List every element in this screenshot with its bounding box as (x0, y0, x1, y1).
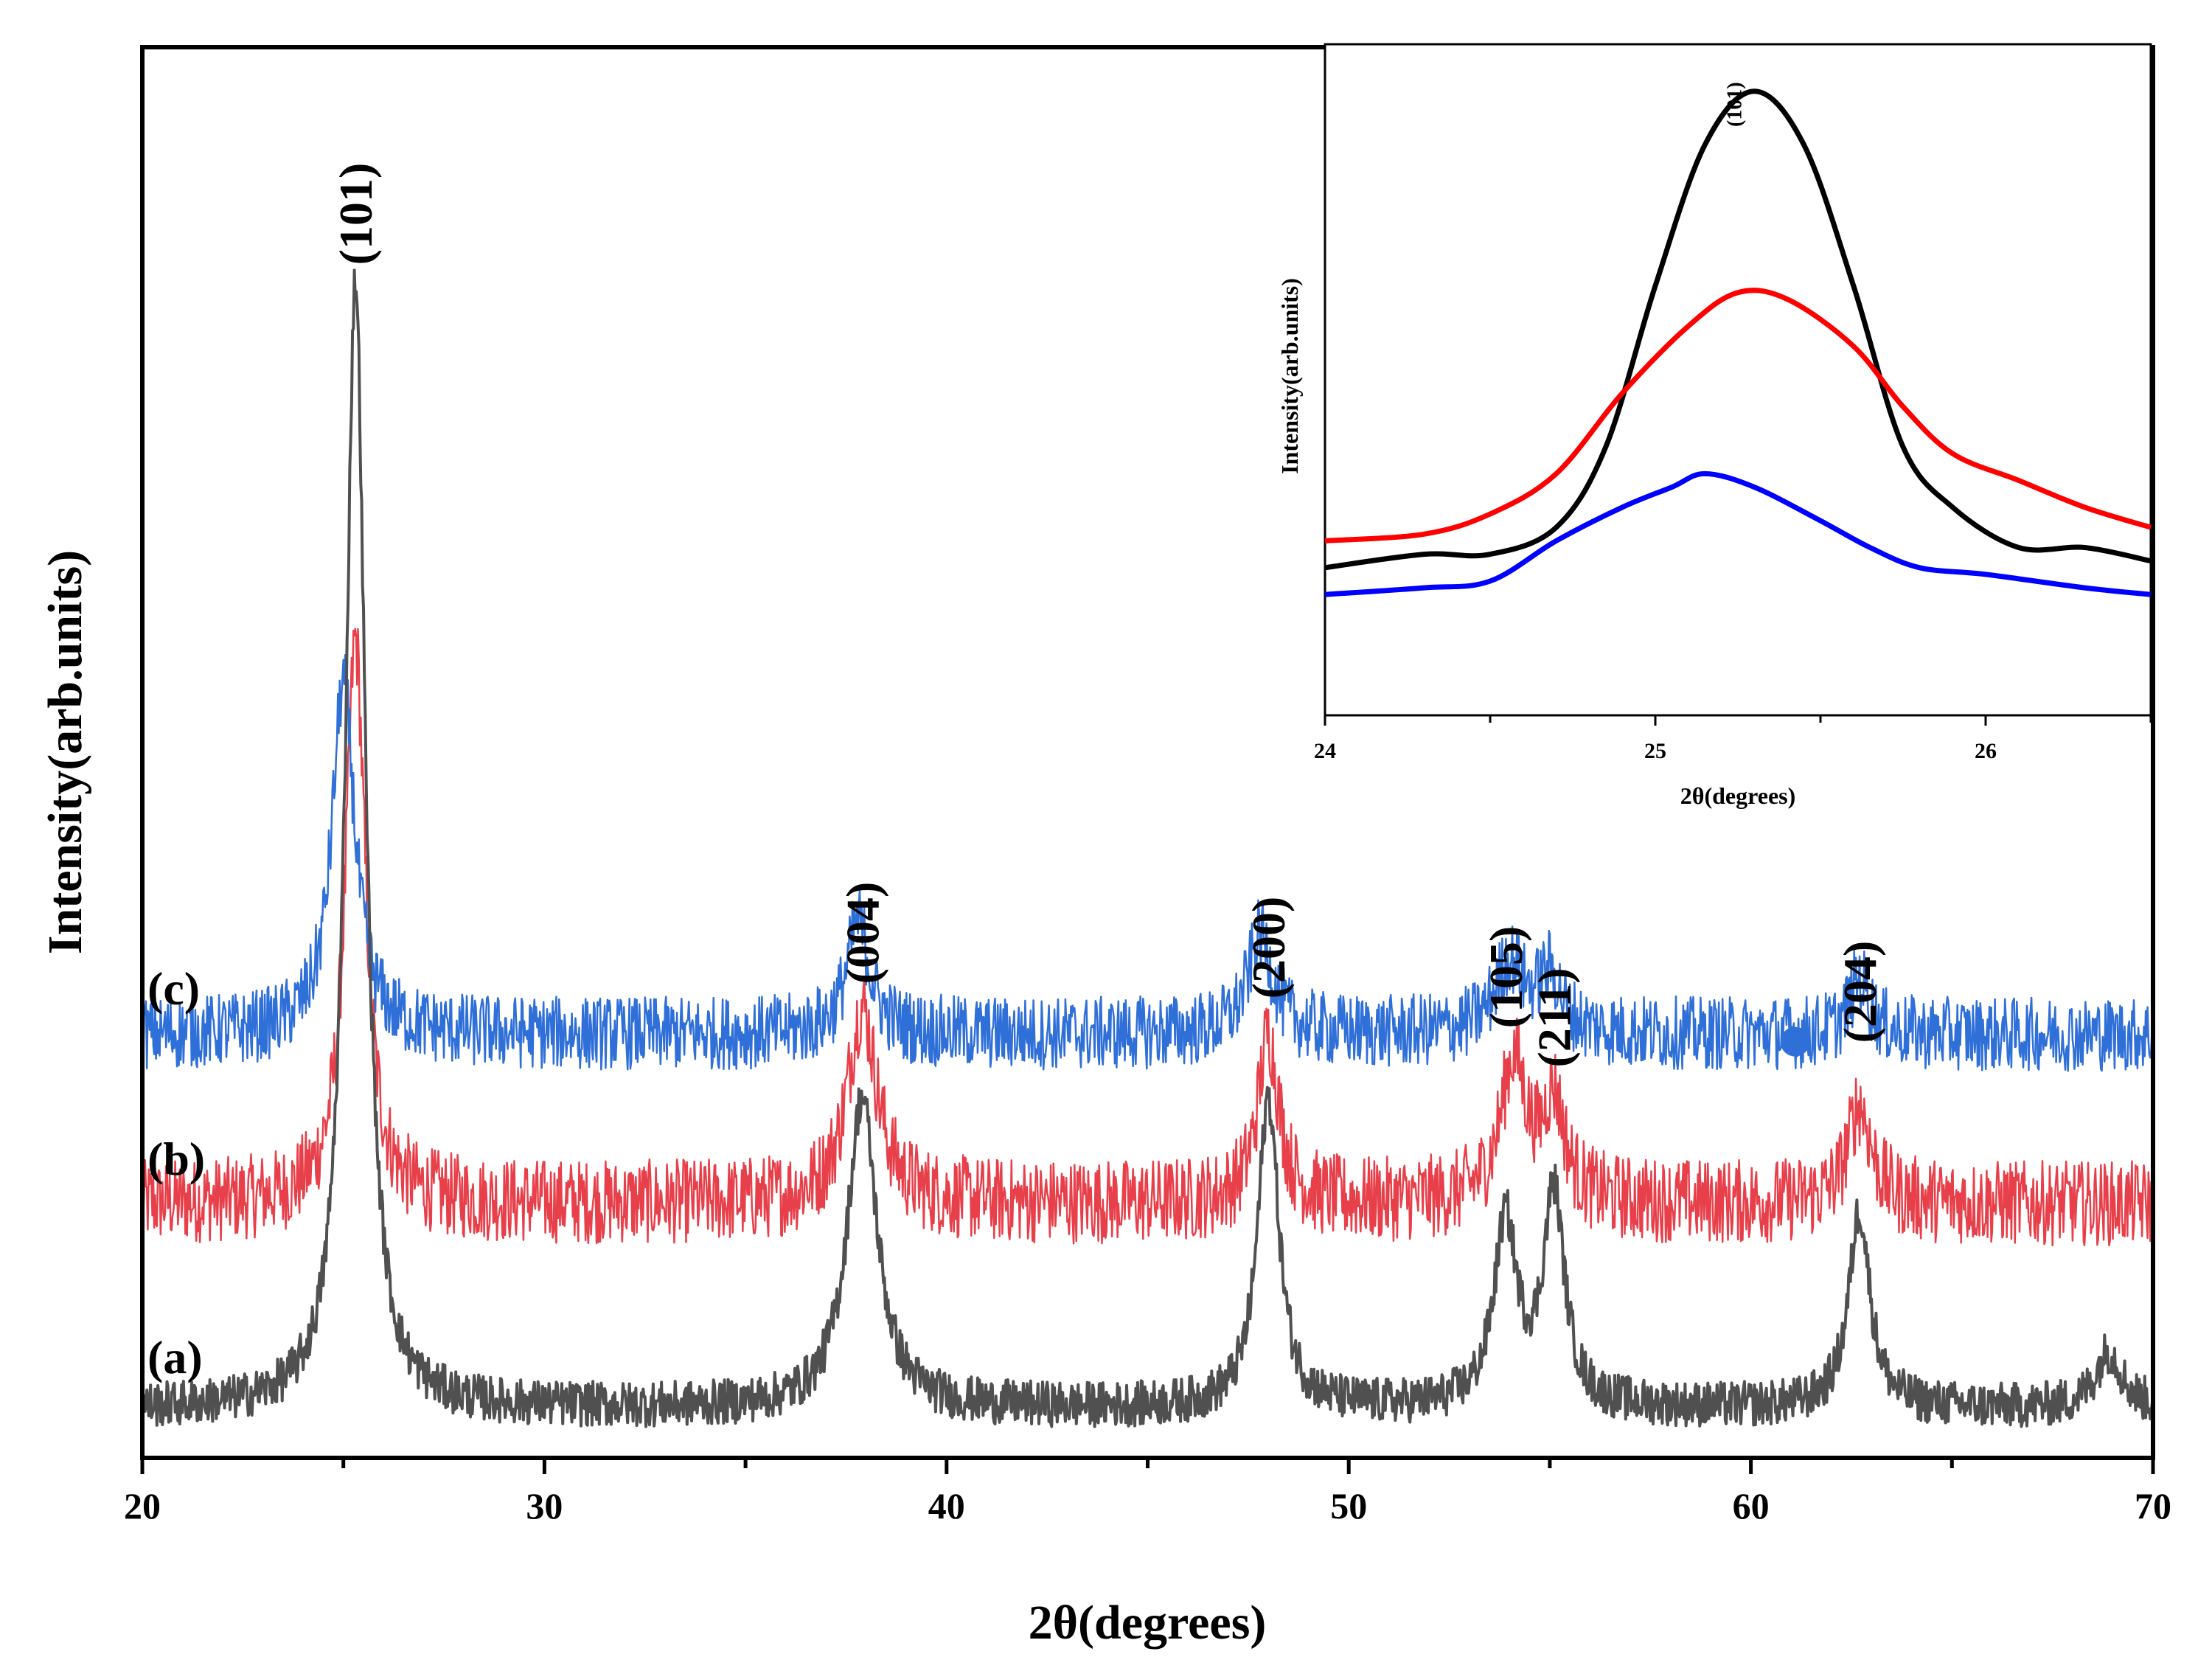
main-x-ticks: 20 30 40 50 60 70 (124, 1458, 2171, 1526)
main-x-tick-label: 60 (1733, 1485, 1770, 1526)
peak-label: (204) (1834, 941, 1886, 1043)
peak-label: (004) (836, 882, 888, 984)
peak-label: (211) (1528, 967, 1580, 1067)
inset-series-group (1324, 88, 2152, 597)
series-line-c (141, 653, 2154, 1072)
peak-label: (101) (330, 163, 382, 265)
main-plot: 20 30 40 50 60 70 (101) (004) (200) (105)(211) (2… (38, 45, 2171, 1650)
inset-y-axis-title: Intensity(arb.units) (1276, 278, 1303, 474)
peak-label: (200) (1242, 897, 1295, 999)
main-x-axis-title: 2θ(degrees) (1029, 1596, 1267, 1650)
curve-label-a: (a) (147, 1331, 203, 1383)
inset-x-tick-label: 24 (1314, 739, 1336, 763)
main-x-tick-label: 40 (928, 1485, 965, 1526)
inset-series-line-red (1324, 288, 2152, 543)
series-line-b (141, 628, 2154, 1247)
curve-label-b: (b) (147, 1133, 205, 1185)
peak-label: (105) (1480, 926, 1532, 1029)
main-peak-labels: (101) (004) (200) (105)(211) (204) (330, 163, 1886, 1068)
inset-x-tick-label: 26 (1975, 739, 1997, 763)
main-y-axis-title: Intensity(arb.units) (38, 550, 92, 954)
main-curve-labels: (a) (b) (c) (147, 962, 205, 1383)
main-x-tick-label: 50 (1330, 1485, 1367, 1526)
inset-x-tick-label: 25 (1644, 739, 1666, 763)
inset-plot-frame (1324, 43, 2152, 717)
main-x-tick-label: 30 (526, 1485, 563, 1526)
curve-label-c: (c) (147, 962, 200, 1015)
inset-x-ticks: 24 25 26 (1314, 715, 2152, 763)
inset-x-axis-title: 2θ(degrees) (1680, 782, 1796, 809)
series-marker-dot (1780, 1026, 1810, 1057)
inset-series-line-blue (1324, 470, 2152, 597)
series-line-a (141, 268, 2154, 1428)
main-x-tick-label: 70 (2135, 1485, 2171, 1526)
main-series-group (141, 268, 2154, 1428)
inset-plot: 24 25 26 (101) 2θ(degrees) Intensity(arb.u… (1276, 43, 2152, 809)
inset-series-line-black (1324, 88, 2152, 571)
inset-peak-label: (101) (1723, 82, 1746, 127)
main-x-tick-label: 20 (124, 1485, 161, 1526)
